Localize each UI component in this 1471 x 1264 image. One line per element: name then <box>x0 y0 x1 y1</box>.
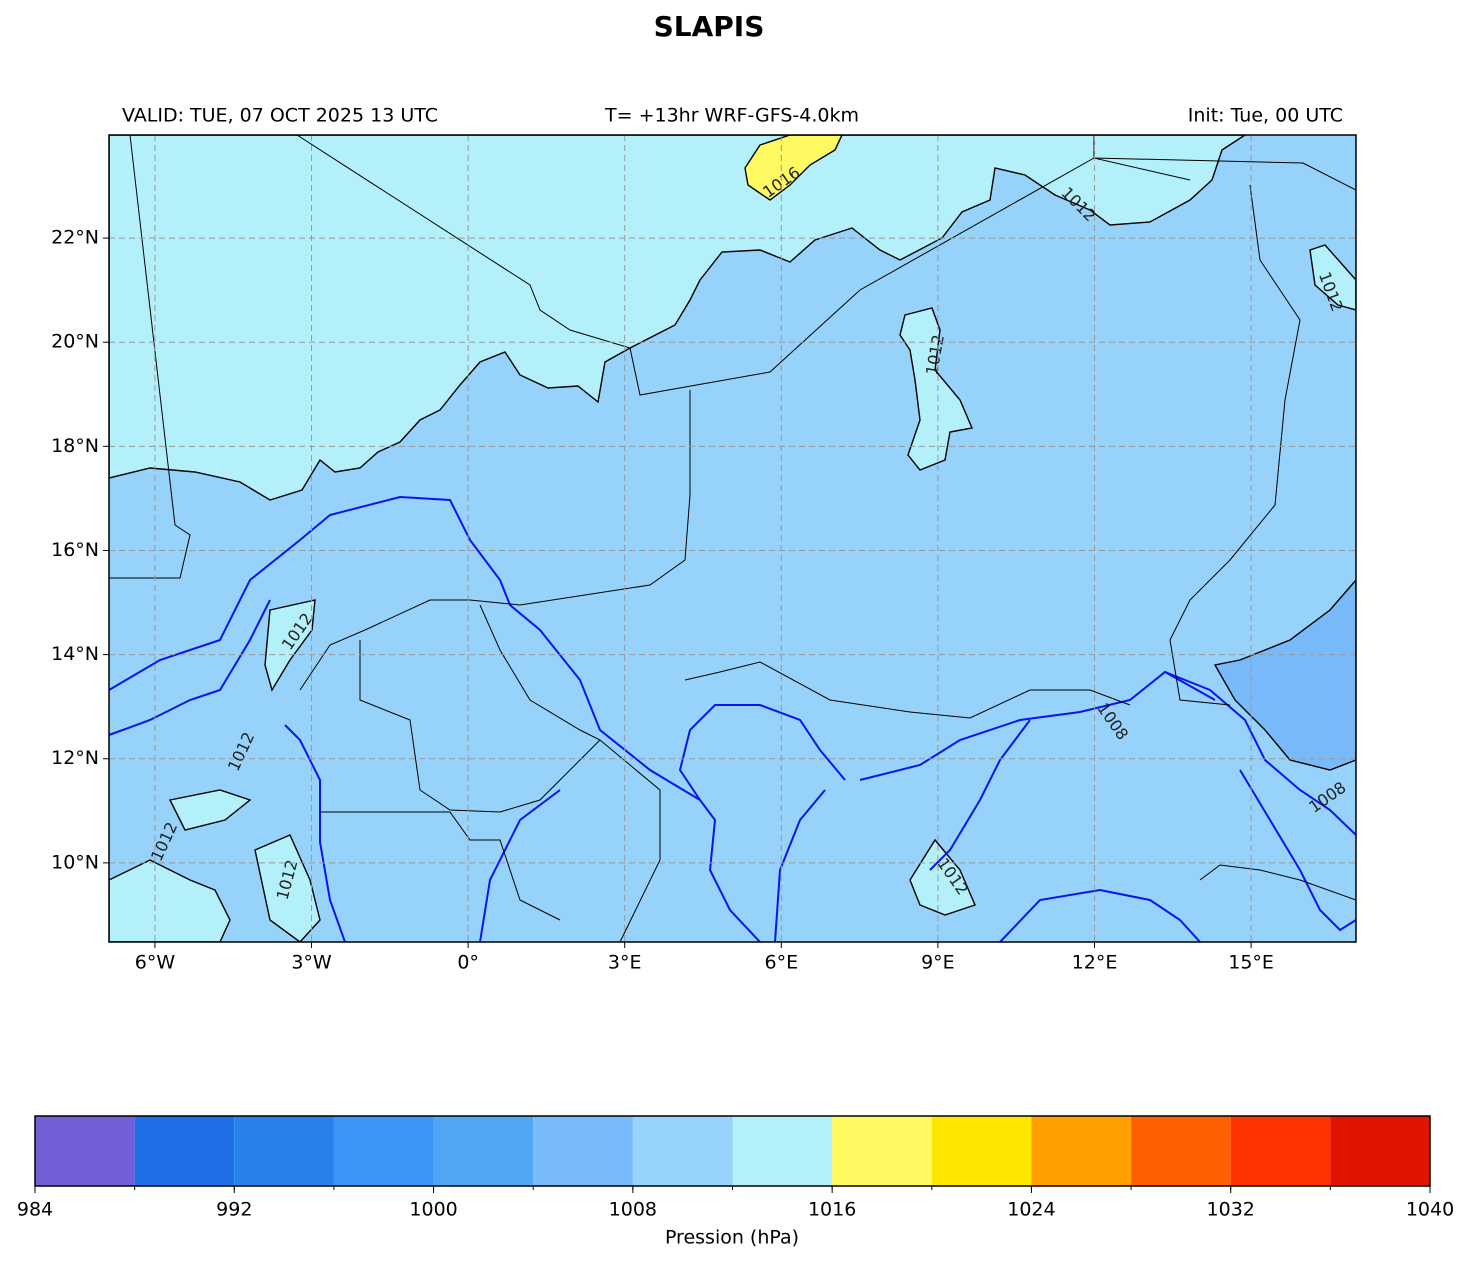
y-tick-label: 12°N <box>51 747 99 769</box>
colorbar-tick-label: 984 <box>17 1199 53 1221</box>
isobar <box>284 724 346 942</box>
pressure-area <box>168 789 252 831</box>
y-tick-label: 16°N <box>51 539 99 561</box>
y-tick-label: 20°N <box>51 331 99 353</box>
isobar <box>1239 769 1356 932</box>
x-tick-label: 12°E <box>1072 952 1118 974</box>
init-time: Init: Tue, 00 UTC <box>1188 105 1343 127</box>
colorbar-segment <box>234 1116 334 1186</box>
country-border <box>684 661 1131 719</box>
map-frame <box>108 134 1357 943</box>
colorbar-tick-label: 1008 <box>609 1199 657 1221</box>
colorbar-tick-label: 1024 <box>1007 1199 1055 1221</box>
isobar <box>109 495 761 942</box>
x-tick-label: 3°W <box>291 952 332 974</box>
map <box>109 135 1356 942</box>
isobar <box>479 789 561 942</box>
country-border <box>109 135 191 579</box>
colorbar-segment <box>333 1116 434 1186</box>
country-border <box>1169 184 1301 706</box>
isobar <box>774 789 826 942</box>
colorbar-tick-label: 1016 <box>808 1199 856 1221</box>
colorbar-segment <box>732 1116 833 1186</box>
pressure-area <box>264 599 316 692</box>
isobar <box>929 719 1031 871</box>
country-border <box>479 604 661 942</box>
colorbar-tick-label: 1032 <box>1207 1199 1255 1221</box>
isobar <box>1164 671 1356 836</box>
colorbar-segment <box>1230 1116 1331 1186</box>
country-border <box>320 811 561 921</box>
colorbar-segment <box>1330 1116 1430 1186</box>
x-tick-label: 6°E <box>765 952 799 974</box>
pressure-area <box>909 838 976 916</box>
pressure-area <box>1213 578 1356 771</box>
pressure-area <box>744 135 843 201</box>
isobar <box>999 888 1201 942</box>
colorbar-segment <box>533 1116 633 1186</box>
country-border <box>296 135 1191 396</box>
x-tick-label: 0° <box>457 952 479 974</box>
valid-time: VALID: TUE, 07 OCT 2025 13 UTC <box>122 105 438 127</box>
country-border <box>359 640 601 813</box>
colorbar-segment <box>433 1116 534 1186</box>
pressure-area <box>109 859 231 942</box>
y-tick-label: 18°N <box>51 435 99 457</box>
country-border <box>1199 864 1356 901</box>
pressure-area <box>254 834 321 942</box>
colorbar-segment <box>1131 1116 1231 1186</box>
colorbar-segment <box>134 1116 235 1186</box>
isobar <box>678 704 846 801</box>
x-tick-label: 9°E <box>921 952 955 974</box>
colorbar-segment <box>1031 1116 1132 1186</box>
colorbar-label: Pression (hPa) <box>665 1227 799 1249</box>
country-border <box>299 390 691 691</box>
colorbar-tick-label: 1040 <box>1406 1199 1454 1221</box>
y-tick-label: 22°N <box>51 227 99 249</box>
colorbar-segment <box>35 1116 135 1186</box>
colorbar-segment <box>632 1116 733 1186</box>
pressure-area <box>109 135 1247 501</box>
x-tick-label: 3°E <box>608 952 642 974</box>
colorbar-tick-label: 1000 <box>409 1199 457 1221</box>
title: SLAPIS <box>654 10 765 43</box>
y-tick-label: 14°N <box>51 643 99 665</box>
x-tick-label: 6°W <box>135 952 176 974</box>
pressure-area <box>1309 244 1356 311</box>
colorbar-tick-label: 992 <box>216 1199 252 1221</box>
run-info: T= +13hr WRF-GFS-4.0km <box>604 105 859 127</box>
x-tick-label: 15°E <box>1228 952 1274 974</box>
colorbar-segment <box>931 1116 1032 1186</box>
y-tick-label: 10°N <box>51 851 99 873</box>
colorbar-segment <box>832 1116 932 1186</box>
isobar <box>109 599 271 736</box>
pressure-area <box>899 307 973 471</box>
isobar <box>859 670 1216 781</box>
colorbar-frame <box>34 1115 1431 1187</box>
